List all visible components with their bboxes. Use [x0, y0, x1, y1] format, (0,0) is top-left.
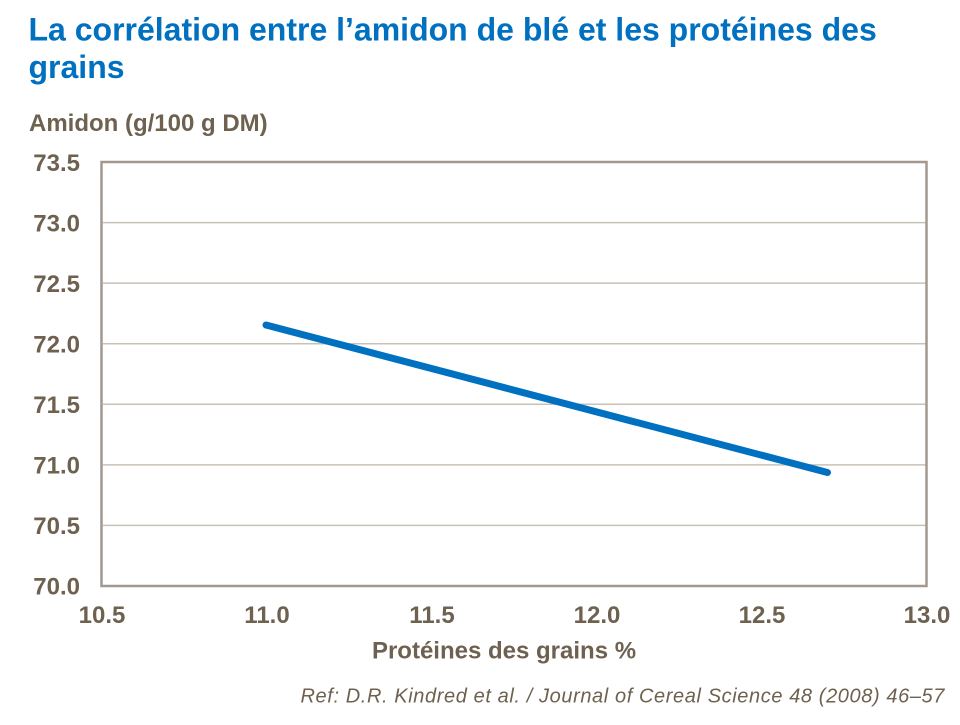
svg-text:12.0: 12.0	[574, 602, 621, 629]
svg-text:72.0: 72.0	[33, 331, 80, 358]
svg-text:10.5: 10.5	[79, 602, 126, 629]
svg-text:70.0: 70.0	[33, 574, 80, 601]
svg-text:72.5: 72.5	[33, 271, 80, 298]
svg-text:Protéines des grains %: Protéines des grains %	[372, 638, 636, 665]
svg-text:73.0: 73.0	[33, 210, 80, 237]
svg-text:Ref: D.R. Kindred et al. / Jou: Ref: D.R. Kindred et al. / Journal of Ce…	[301, 686, 946, 708]
svg-text:11.0: 11.0	[244, 602, 289, 629]
svg-text:71.5: 71.5	[33, 392, 80, 419]
svg-text:grains: grains	[29, 49, 125, 85]
svg-text:La corrélation entre l’amidon: La corrélation entre l’amidon de blé et …	[29, 11, 877, 47]
svg-text:11.5: 11.5	[409, 602, 454, 629]
svg-text:73.5: 73.5	[33, 150, 80, 177]
svg-text:12.5: 12.5	[739, 602, 786, 629]
svg-text:71.0: 71.0	[33, 453, 80, 480]
svg-text:Amidon (g/100 g DM): Amidon (g/100 g DM)	[29, 110, 268, 137]
svg-text:70.5: 70.5	[33, 513, 80, 540]
svg-text:13.0: 13.0	[904, 602, 951, 629]
